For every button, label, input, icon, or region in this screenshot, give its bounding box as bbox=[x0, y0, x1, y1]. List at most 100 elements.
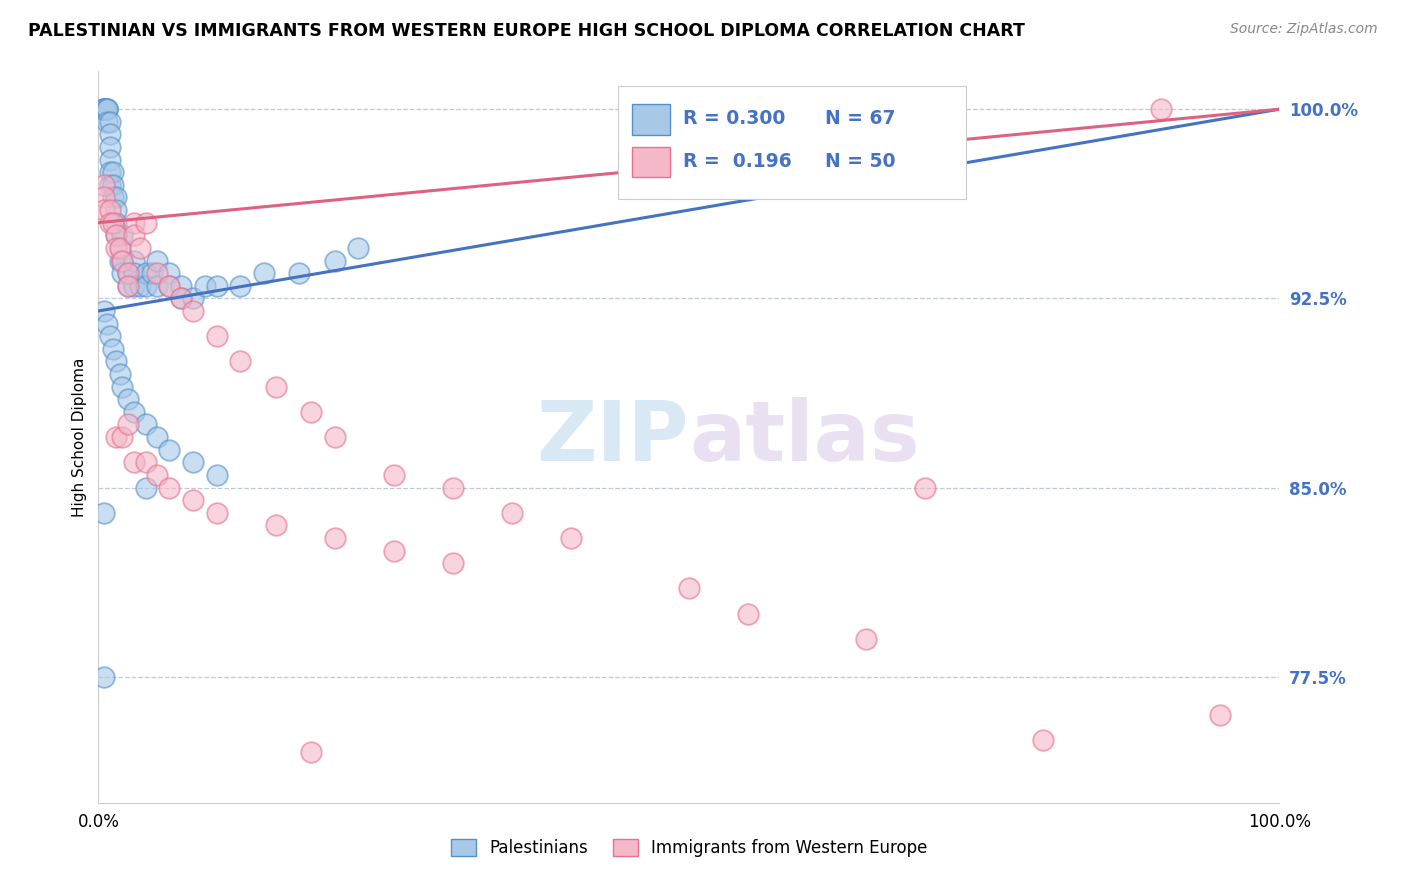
Point bbox=[181, 455, 204, 469]
Point bbox=[382, 467, 405, 482]
Point bbox=[299, 405, 322, 419]
Point bbox=[170, 278, 193, 293]
Point bbox=[96, 102, 118, 116]
Point bbox=[157, 278, 180, 293]
Point bbox=[122, 405, 145, 419]
Point bbox=[105, 228, 128, 243]
Point bbox=[441, 481, 464, 495]
Point bbox=[678, 582, 700, 596]
FancyBboxPatch shape bbox=[633, 104, 671, 135]
Point bbox=[108, 241, 131, 255]
Point bbox=[117, 266, 139, 280]
Point bbox=[117, 278, 139, 293]
Point bbox=[141, 266, 163, 280]
Point bbox=[855, 632, 877, 646]
Point bbox=[170, 291, 193, 305]
Point bbox=[299, 745, 322, 759]
Point bbox=[157, 442, 180, 457]
Point bbox=[98, 216, 121, 230]
Point bbox=[96, 102, 118, 116]
Point bbox=[288, 266, 311, 280]
Point bbox=[117, 278, 139, 293]
Point bbox=[146, 266, 169, 280]
Point bbox=[122, 278, 145, 293]
Point bbox=[441, 556, 464, 570]
Point bbox=[98, 329, 121, 343]
Point bbox=[105, 228, 128, 243]
Point bbox=[122, 455, 145, 469]
Point bbox=[96, 102, 118, 116]
Point bbox=[98, 115, 121, 129]
Point bbox=[135, 481, 157, 495]
Point bbox=[146, 467, 169, 482]
Point bbox=[96, 115, 118, 129]
Point bbox=[205, 278, 228, 293]
Point bbox=[323, 253, 346, 268]
Text: R = 0.300: R = 0.300 bbox=[683, 110, 786, 128]
Point bbox=[170, 291, 193, 305]
Point bbox=[105, 216, 128, 230]
Point bbox=[93, 304, 115, 318]
Text: Source: ZipAtlas.com: Source: ZipAtlas.com bbox=[1230, 22, 1378, 37]
Y-axis label: High School Diploma: High School Diploma bbox=[72, 358, 87, 516]
Point bbox=[111, 253, 134, 268]
Point bbox=[135, 216, 157, 230]
Point bbox=[93, 190, 115, 204]
Point bbox=[1209, 707, 1232, 722]
Point bbox=[93, 102, 115, 116]
Point bbox=[347, 241, 370, 255]
Point bbox=[105, 203, 128, 218]
Point bbox=[98, 153, 121, 167]
Point bbox=[560, 531, 582, 545]
Point bbox=[105, 354, 128, 368]
Point bbox=[111, 228, 134, 243]
Point bbox=[181, 291, 204, 305]
Point bbox=[264, 518, 287, 533]
Point bbox=[122, 228, 145, 243]
Point bbox=[101, 216, 124, 230]
Point bbox=[229, 354, 252, 368]
Point bbox=[98, 203, 121, 218]
Point bbox=[146, 253, 169, 268]
Point bbox=[1150, 102, 1173, 116]
Point bbox=[122, 266, 145, 280]
Point bbox=[157, 481, 180, 495]
Point bbox=[105, 430, 128, 444]
Point bbox=[323, 430, 346, 444]
Point bbox=[264, 379, 287, 393]
Point bbox=[914, 481, 936, 495]
Point bbox=[382, 543, 405, 558]
FancyBboxPatch shape bbox=[619, 86, 966, 200]
Point bbox=[93, 178, 115, 192]
Point bbox=[181, 493, 204, 508]
Point bbox=[205, 467, 228, 482]
Point bbox=[205, 329, 228, 343]
Text: N = 50: N = 50 bbox=[825, 152, 896, 171]
Point bbox=[93, 102, 115, 116]
Point bbox=[135, 278, 157, 293]
Point bbox=[229, 278, 252, 293]
Point bbox=[111, 266, 134, 280]
Point bbox=[253, 266, 276, 280]
Point bbox=[93, 670, 115, 684]
Point bbox=[108, 253, 131, 268]
Point bbox=[157, 266, 180, 280]
Point bbox=[96, 317, 118, 331]
Point bbox=[93, 203, 115, 218]
Point bbox=[93, 506, 115, 520]
Point bbox=[146, 430, 169, 444]
Text: ZIP: ZIP bbox=[537, 397, 689, 477]
Point bbox=[205, 506, 228, 520]
Point bbox=[194, 278, 217, 293]
Point bbox=[93, 102, 115, 116]
Point bbox=[117, 392, 139, 407]
Point bbox=[93, 102, 115, 116]
Point bbox=[105, 190, 128, 204]
Point bbox=[128, 278, 150, 293]
Point bbox=[157, 278, 180, 293]
Point bbox=[98, 178, 121, 192]
Point bbox=[101, 165, 124, 179]
Point bbox=[108, 367, 131, 381]
Point bbox=[111, 430, 134, 444]
Text: PALESTINIAN VS IMMIGRANTS FROM WESTERN EUROPE HIGH SCHOOL DIPLOMA CORRELATION CH: PALESTINIAN VS IMMIGRANTS FROM WESTERN E… bbox=[28, 22, 1025, 40]
